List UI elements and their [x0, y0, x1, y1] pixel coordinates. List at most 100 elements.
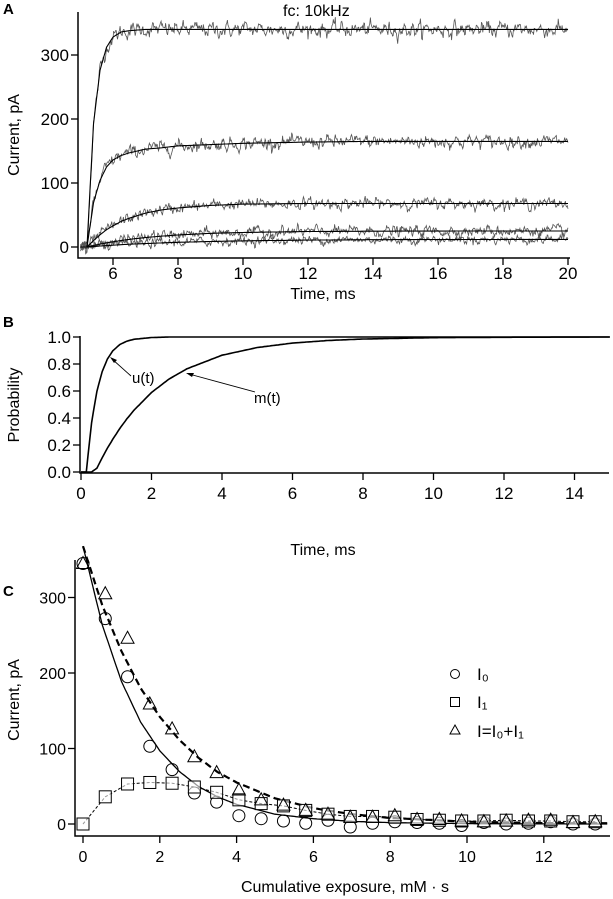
i0-point — [276, 814, 290, 828]
legend-square-marker — [450, 697, 460, 707]
i0-point — [299, 816, 313, 830]
i1-point — [254, 797, 268, 811]
panel-b-xtick-label: 14 — [565, 484, 584, 503]
panel-a-xlabel: Time, ms — [290, 286, 355, 303]
i-total-point — [565, 814, 581, 828]
panel-a-ytick-label: 300 — [41, 46, 69, 65]
i-total-point — [231, 781, 247, 796]
m-arrow — [188, 373, 256, 393]
u-arrow — [111, 358, 132, 377]
panel-b-xlabel: Time, ms — [290, 542, 355, 559]
panel-b-ytick-label: 0.4 — [47, 409, 71, 428]
panel-c-label: C — [3, 583, 14, 600]
panel-c-ytick-label: 0 — [57, 817, 66, 834]
panel-b-xtick-label: 8 — [358, 484, 367, 503]
panel-c-xlabel: Cumulative exposure, mM · s — [241, 879, 449, 896]
panel-a-filter-annotation: fc: 10kHz — [283, 3, 350, 20]
panel-b-xtick-label: 2 — [147, 484, 156, 503]
panel-c-xtick-label: 8 — [386, 849, 395, 866]
fitted-curve — [80, 230, 568, 248]
i-total-point — [432, 811, 447, 825]
m-curve — [81, 336, 610, 473]
i1-connecting-line — [82, 781, 596, 825]
i1-point — [232, 793, 246, 807]
panel-a-axes — [77, 12, 570, 259]
i-total-point — [365, 809, 380, 823]
i1-point — [566, 815, 580, 829]
panel-b-xtick-label: 6 — [288, 484, 297, 503]
panel-b-ytick-label: 0.6 — [47, 382, 71, 401]
panel-a-label: A — [3, 1, 14, 18]
panel-c-xtick-label: 12 — [535, 849, 553, 866]
u-arrowhead — [110, 357, 117, 363]
i-total-point — [342, 809, 358, 823]
panel-a-xtick-label: 6 — [108, 264, 117, 283]
i0-point — [254, 812, 268, 826]
i1-point — [187, 780, 201, 794]
legend-triangle-marker — [449, 723, 461, 735]
i1-point — [477, 814, 491, 828]
panel-b-label: B — [3, 314, 14, 331]
panel-c-legend: I₀ I₁ I=I₀+I₁ — [449, 665, 524, 741]
i-total-point — [164, 720, 180, 735]
panel-a-ytick-label: 100 — [41, 174, 69, 193]
i1-point — [98, 790, 112, 804]
i-total-point — [276, 797, 291, 811]
panel-c-xtick-label: 6 — [309, 849, 318, 866]
i1-point — [343, 809, 357, 823]
i-total-point — [320, 806, 336, 820]
i-total-point — [409, 811, 425, 825]
panel-b-ytick-label: 1.0 — [47, 328, 71, 347]
i0-point — [143, 739, 157, 753]
i-total-point — [298, 802, 314, 816]
panel-b-ylabel: Probability — [6, 368, 23, 443]
i-total-point — [543, 812, 559, 826]
panel-b-plot: 0 2 4 6 8 10 12 14 0.0 0.2 0.4 0.6 0.8 1.0 — [47, 328, 610, 503]
panel-c-xtick-label: 2 — [155, 849, 164, 866]
panel-b-xtick-label: 4 — [217, 484, 226, 503]
i-total-point — [120, 630, 135, 644]
panel-b-ytick-label: 0.8 — [47, 355, 71, 374]
legend-label-i-total: I=I₀+I₁ — [477, 722, 524, 741]
panel-a-ytick-label: 0 — [60, 238, 69, 257]
i1-point — [121, 777, 135, 791]
m-arrowhead — [186, 373, 194, 377]
noisy-current-trace — [80, 232, 569, 252]
panel-a-xtick-label: 14 — [364, 264, 383, 283]
i0-point — [165, 763, 179, 777]
i-total-point — [75, 555, 91, 570]
u-curve-label: u(t) — [132, 370, 155, 387]
i0-point — [232, 809, 246, 823]
i-total-point — [209, 764, 224, 779]
fitted-curve — [80, 202, 568, 248]
panel-c-ytick-label: 200 — [39, 666, 66, 683]
m-curve-label: m(t) — [254, 390, 281, 407]
i0-point — [98, 612, 112, 626]
panel-a-xtick-label: 16 — [429, 264, 448, 283]
i1-point — [366, 809, 380, 823]
panel-c-plot: 0 2 4 6 8 10 12 0 100 200 300 — [39, 545, 610, 866]
panel-c-ylabel: Current, pA — [6, 659, 23, 741]
i-total-point — [142, 695, 158, 710]
panel-c-xtick-label: 4 — [232, 849, 241, 866]
u-curve — [81, 336, 610, 473]
panel-b-xtick-label: 12 — [495, 484, 514, 503]
i-total-point — [97, 585, 113, 600]
noisy-current-trace — [80, 132, 569, 252]
fitted-curve — [80, 238, 568, 248]
panel-b-ytick-label: 0.2 — [47, 436, 71, 455]
legend-label-i0: I₀ — [477, 665, 489, 684]
i1-point — [143, 775, 157, 789]
panel-b-ytick-label: 0.0 — [47, 463, 71, 482]
i-total-point — [587, 813, 603, 828]
i0-fit-curve — [82, 546, 608, 825]
i-total-point — [454, 812, 469, 827]
i-total-point — [187, 748, 202, 763]
panel-a-ylabel: Current, pA — [6, 94, 23, 176]
panel-a-ytick-label: 200 — [41, 110, 69, 129]
i1-point — [76, 817, 90, 831]
legend-circle-marker — [450, 669, 460, 679]
panel-a-xtick-label: 18 — [494, 264, 513, 283]
noisy-current-trace — [80, 17, 569, 253]
